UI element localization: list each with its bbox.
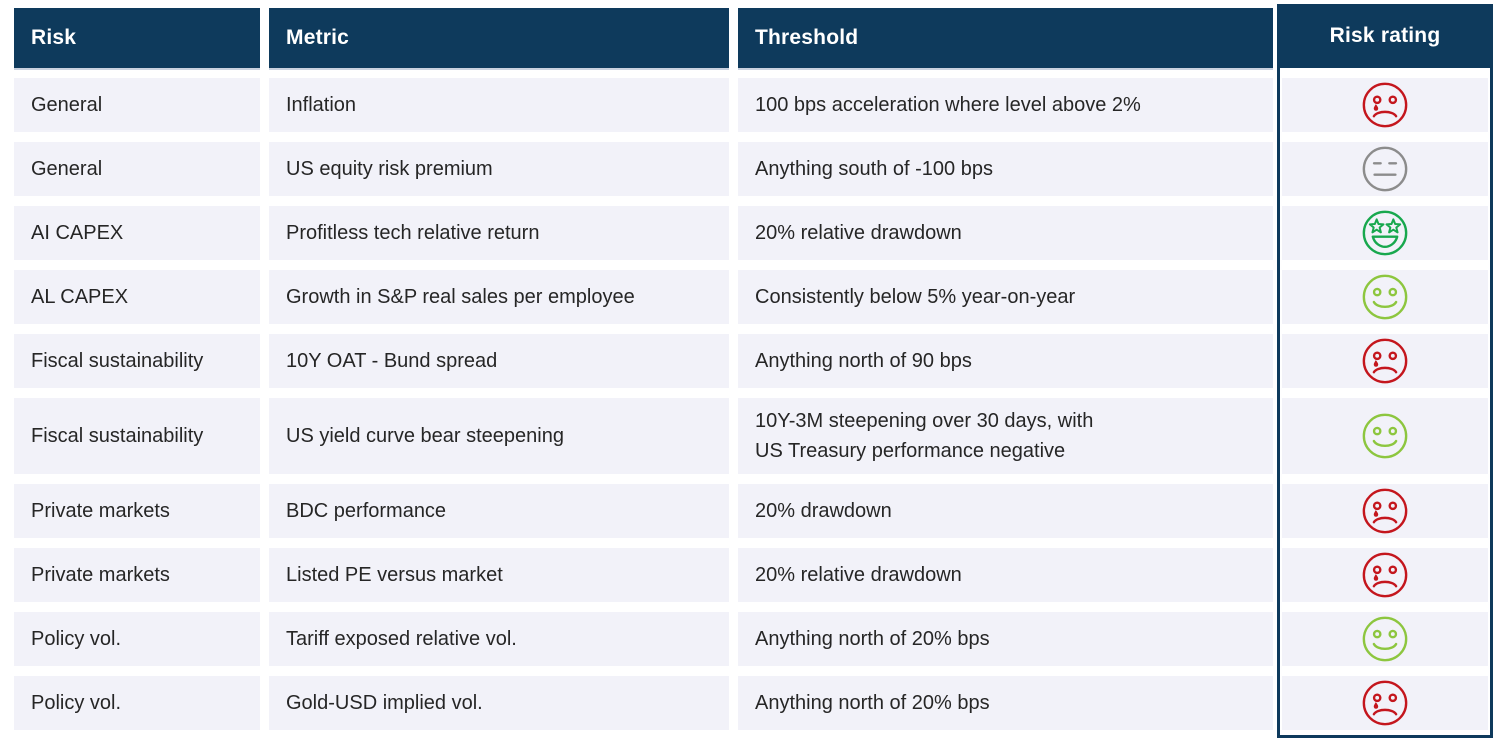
threshold-cell: 10Y-3M steepening over 30 days, with US … xyxy=(738,398,1273,474)
rating-cell xyxy=(1282,612,1488,666)
metric-cell: US yield curve bear steepening xyxy=(269,398,729,474)
crying-face-icon xyxy=(1360,80,1410,130)
smiley-face-icon xyxy=(1360,272,1410,322)
rating-cell xyxy=(1282,548,1488,602)
column-header-risk: Risk xyxy=(14,8,260,68)
metric-cell: Tariff exposed relative vol. xyxy=(269,612,729,666)
crying-face-icon xyxy=(1360,336,1410,386)
star-struck-face-icon xyxy=(1360,208,1410,258)
rating-cell xyxy=(1282,334,1488,388)
threshold-cell: 20% relative drawdown xyxy=(738,548,1273,602)
metric-cell: Growth in S&P real sales per employee xyxy=(269,270,729,324)
threshold-cell: Anything north of 20% bps xyxy=(738,676,1273,730)
threshold-cell: 100 bps acceleration where level above 2… xyxy=(738,78,1273,132)
crying-face-icon xyxy=(1360,550,1410,600)
metric-cell: Inflation xyxy=(269,78,729,132)
threshold-cell: 20% relative drawdown xyxy=(738,206,1273,260)
rating-cell xyxy=(1282,78,1488,132)
crying-face-icon xyxy=(1360,678,1410,728)
metric-cell: US equity risk premium xyxy=(269,142,729,196)
risk-cell: Fiscal sustainability xyxy=(14,334,260,388)
rating-cell xyxy=(1282,270,1488,324)
smiley-face-icon xyxy=(1360,614,1410,664)
threshold-cell: Anything south of -100 bps xyxy=(738,142,1273,196)
threshold-cell: Consistently below 5% year-on-year xyxy=(738,270,1273,324)
risk-rating-table: Risk Metric Threshold Risk rating Genera… xyxy=(14,4,1493,738)
neutral-face-icon xyxy=(1360,144,1410,194)
metric-cell: 10Y OAT - Bund spread xyxy=(269,334,729,388)
metric-cell: BDC performance xyxy=(269,484,729,538)
crying-face-icon xyxy=(1360,486,1410,536)
risk-cell: AL CAPEX xyxy=(14,270,260,324)
metric-cell: Profitless tech relative return xyxy=(269,206,729,260)
smiley-face-icon xyxy=(1360,411,1410,461)
risk-cell: Policy vol. xyxy=(14,612,260,666)
threshold-cell: Anything north of 90 bps xyxy=(738,334,1273,388)
risk-cell: Fiscal sustainability xyxy=(14,398,260,474)
column-header-metric: Metric xyxy=(269,8,729,68)
rating-cell xyxy=(1282,398,1488,474)
metric-cell: Gold-USD implied vol. xyxy=(269,676,729,730)
rating-cell xyxy=(1282,484,1488,538)
rating-cell xyxy=(1282,142,1488,196)
rating-cell xyxy=(1282,676,1488,730)
threshold-cell: Anything north of 20% bps xyxy=(738,612,1273,666)
risk-cell: Policy vol. xyxy=(14,676,260,730)
rating-cell xyxy=(1282,206,1488,260)
risk-cell: AI CAPEX xyxy=(14,206,260,260)
risk-cell: General xyxy=(14,142,260,196)
metric-cell: Listed PE versus market xyxy=(269,548,729,602)
column-header-risk-rating: Risk rating xyxy=(1278,4,1492,68)
threshold-cell: 20% drawdown xyxy=(738,484,1273,538)
column-header-threshold: Threshold xyxy=(738,8,1273,68)
risk-cell: General xyxy=(14,78,260,132)
risk-cell: Private markets xyxy=(14,484,260,538)
risk-cell: Private markets xyxy=(14,548,260,602)
